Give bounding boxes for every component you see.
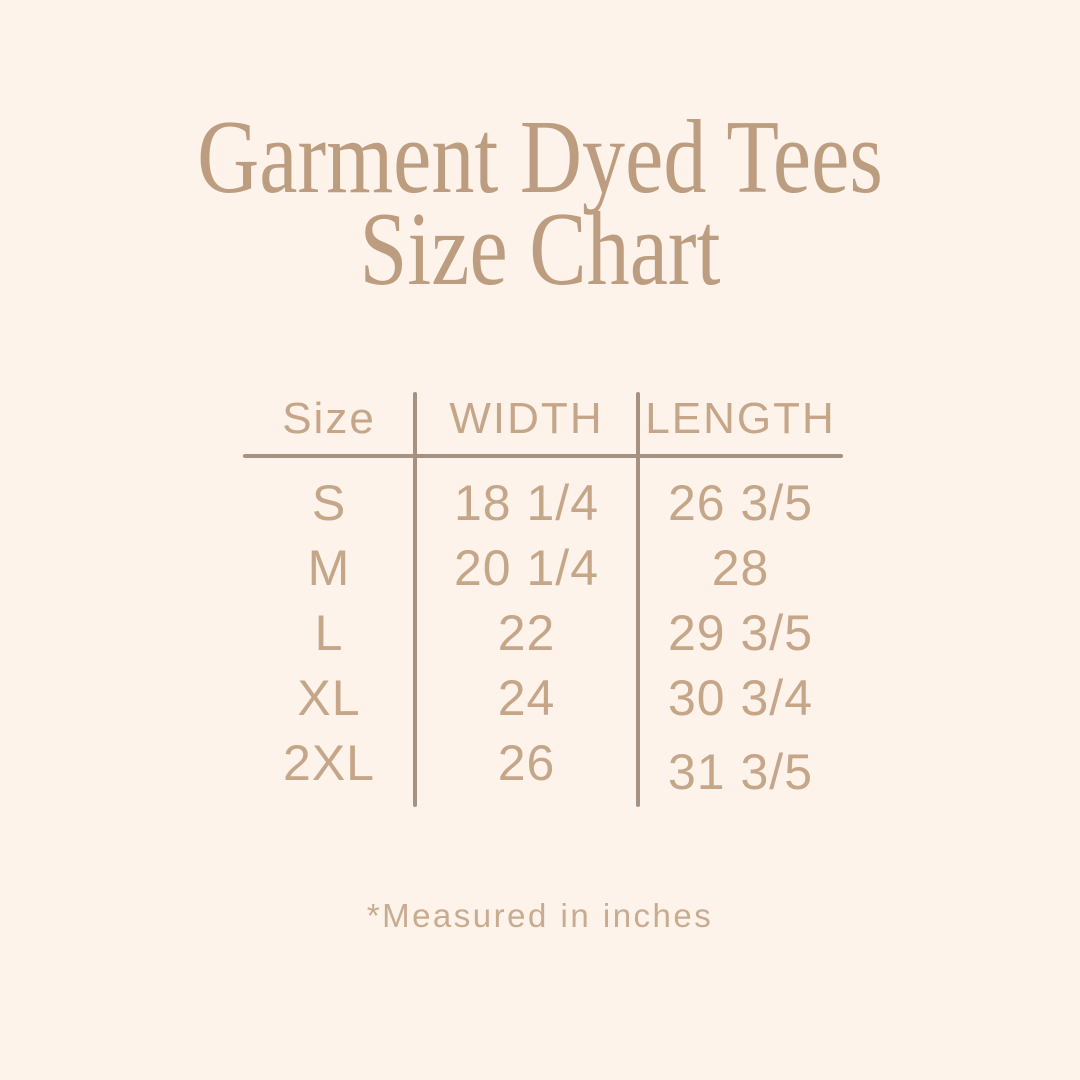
width-cell: 20 1/4	[453, 539, 599, 596]
width-cell: 22	[497, 604, 556, 661]
table-row: XL 24 30 3/4	[243, 665, 843, 730]
size-cell: L	[314, 604, 344, 661]
table-header-length: LENGTH	[645, 394, 836, 443]
size-cell: M	[307, 539, 351, 596]
table-row: 2XL 26 31 3/5	[243, 730, 843, 800]
width-cell: 18 1/4	[453, 474, 599, 531]
table-header-size: Size	[282, 394, 376, 443]
table-row: S 18 1/4 26 3/5	[243, 470, 843, 535]
page-title-line-2: Size Chart	[359, 190, 721, 307]
size-cell: S	[311, 474, 347, 531]
header-rule	[243, 454, 843, 458]
size-cell: 2XL	[283, 734, 375, 791]
length-cell: 30 3/4	[667, 669, 813, 726]
width-cell: 24	[497, 669, 556, 726]
measurement-note: *Measured in inches	[366, 897, 714, 934]
table-header-width: WIDTH	[449, 394, 604, 443]
table-body: S 18 1/4 26 3/5 M 20 1/4 28 L 22 29 3/5 …	[243, 470, 843, 800]
length-cell: 31 3/5	[667, 743, 813, 800]
length-cell: 28	[711, 539, 770, 596]
column-divider-2	[636, 392, 640, 807]
table-row: M 20 1/4 28	[243, 535, 843, 600]
table-header-row: Size WIDTH LENGTH	[243, 390, 843, 448]
size-table: Size WIDTH LENGTH S 18 1/4 26 3/5 M 20 1…	[243, 390, 843, 810]
column-divider-1	[413, 392, 417, 807]
table-row: L 22 29 3/5	[243, 600, 843, 665]
page-title-line-1: Garment Dyed Tees	[197, 98, 883, 215]
width-cell: 26	[497, 734, 556, 791]
length-cell: 26 3/5	[667, 474, 813, 531]
length-cell: 29 3/5	[667, 604, 813, 661]
size-cell: XL	[297, 669, 361, 726]
